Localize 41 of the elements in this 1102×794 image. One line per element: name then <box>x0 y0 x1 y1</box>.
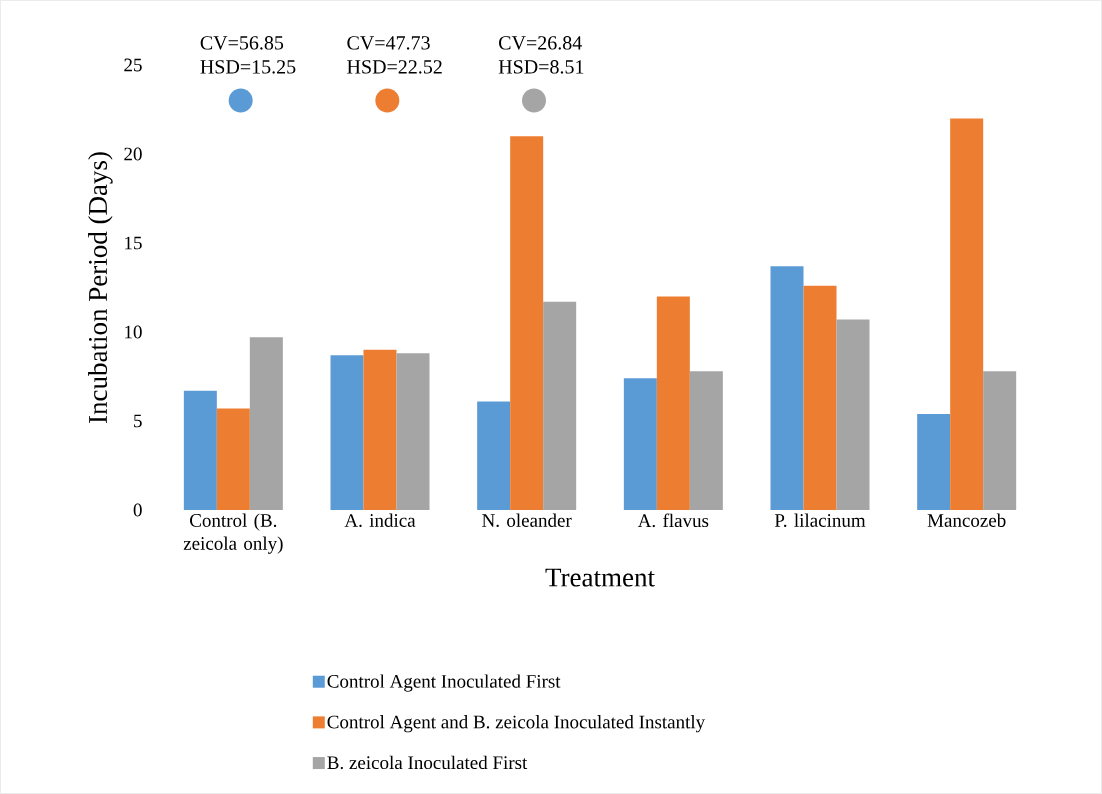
annotation: HSD=8.51 <box>498 60 584 74</box>
y-tick-label: 10 <box>125 325 142 339</box>
x-tick-label: N. oleander <box>482 513 572 527</box>
x-tick-label: A. flavus <box>637 513 709 528</box>
x-tick-label: A. indica <box>344 513 416 527</box>
bar <box>510 136 544 510</box>
bar <box>183 390 217 510</box>
bar <box>656 296 690 510</box>
bar <box>396 353 430 510</box>
text: CV=47.73 <box>347 36 430 50</box>
y-tick-label: 25 <box>124 58 142 72</box>
legend-label: Control Agent Inoculated First <box>327 674 561 692</box>
bar <box>803 285 837 510</box>
bar <box>543 301 577 510</box>
x-tick-label: Mancozeb <box>927 513 1006 527</box>
text: CV=56.85 <box>200 36 284 50</box>
x-axis-title: Treatment <box>545 568 655 587</box>
legend-label: B. zeicola Inoculated First <box>327 755 528 770</box>
bar <box>363 349 397 510</box>
text: CV=26.84 <box>499 36 582 50</box>
y-tick-label: 5 <box>134 414 142 428</box>
annotation: HSD=15.25 <box>200 60 296 74</box>
bar <box>836 319 870 510</box>
y-tick-label: 0 <box>133 503 142 517</box>
bar <box>770 266 804 510</box>
y-tick-label: 15 <box>125 236 142 250</box>
bar <box>330 355 364 510</box>
y-axis-title: Incubation Period (Days) <box>88 152 113 423</box>
bar <box>917 413 951 510</box>
bar <box>477 401 511 510</box>
bar <box>249 337 283 510</box>
y-tick-label: 20 <box>124 147 142 161</box>
legend-label: Control Agent and B. zeicola Inoculated Instantly <box>327 715 706 733</box>
annotation: HSD=22.52 <box>347 60 442 74</box>
bar <box>983 371 1017 510</box>
bar <box>216 408 250 510</box>
bar <box>623 378 657 510</box>
x-tick-label: P. lilacinum <box>774 513 866 527</box>
bar <box>689 371 723 510</box>
x-tick-label: Control (B. zeicola only) <box>183 513 283 554</box>
bar <box>950 118 984 510</box>
